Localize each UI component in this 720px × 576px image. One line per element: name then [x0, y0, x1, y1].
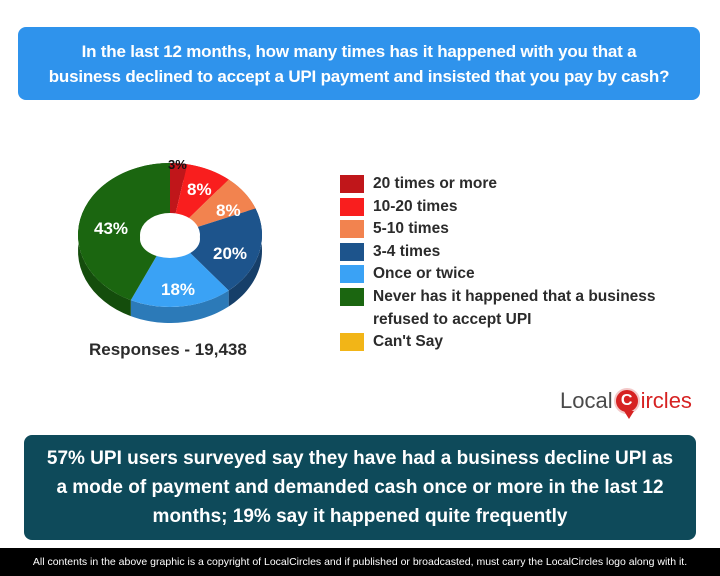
- legend-item: 5-10 times: [340, 218, 663, 241]
- legend-item: Can't Say: [340, 331, 663, 354]
- donut-chart-svg: [78, 163, 262, 323]
- slice-label-5-10: 8%: [216, 201, 241, 220]
- responses-count: Responses - 19,438: [89, 340, 247, 359]
- slice-label-3-4: 20%: [213, 244, 248, 263]
- slice-label-never: 43%: [94, 219, 129, 238]
- legend-label: Once or twice: [373, 265, 475, 283]
- legend-label: 5-10 times: [373, 220, 449, 238]
- legend-label: 20 times or more: [373, 175, 498, 192]
- legend-label: Can't Say: [373, 332, 444, 350]
- legend: 20 times or more 10-20 times 5-10 times …: [340, 173, 663, 354]
- footer-text: All contents in the above graphic is a c…: [32, 556, 688, 568]
- legend-item: 10-20 times: [340, 196, 663, 219]
- legend-label: 3-4 times: [373, 242, 441, 260]
- legend-item: Once or twice: [340, 263, 663, 286]
- logo-text-circles: ircles: [640, 388, 692, 413]
- legend-swatch: [340, 242, 364, 261]
- question-text: In the last 12 months, how many times ha…: [48, 41, 670, 86]
- localcircles-logo: Local C ircles: [560, 388, 692, 419]
- logo-text-local: Local: [560, 388, 613, 413]
- legend-swatch: [340, 175, 364, 193]
- slice-label-10-20: 8%: [187, 180, 212, 199]
- legend-label: 10-20 times: [373, 197, 458, 215]
- slice-label-20-plus: 3%: [168, 157, 187, 172]
- location-pin-icon: C: [613, 388, 640, 419]
- legend-swatch: [340, 220, 364, 239]
- legend-swatch: [340, 197, 364, 216]
- donut-chart: 3% 8% 8% 20% 18% 43%: [70, 150, 280, 340]
- question-banner: In the last 12 months, how many times ha…: [18, 27, 700, 100]
- legend-swatch: [340, 332, 364, 351]
- legend-item: Never has it happened that a business re…: [340, 286, 663, 331]
- legend-item: 3-4 times: [340, 241, 663, 264]
- slice-label-once-twice: 18%: [161, 280, 196, 299]
- legend-swatch: [340, 265, 364, 284]
- key-takeaway-banner: 57% UPI users surveyed say they have had…: [24, 435, 696, 540]
- takeaway-text: 57% UPI users surveyed say they have had…: [46, 448, 674, 527]
- legend-label: Never has it happened that a business re…: [373, 287, 656, 328]
- legend-swatch: [340, 287, 364, 306]
- legend-item: 20 times or more: [340, 173, 663, 196]
- copyright-footer: All contents in the above graphic is a c…: [0, 548, 720, 576]
